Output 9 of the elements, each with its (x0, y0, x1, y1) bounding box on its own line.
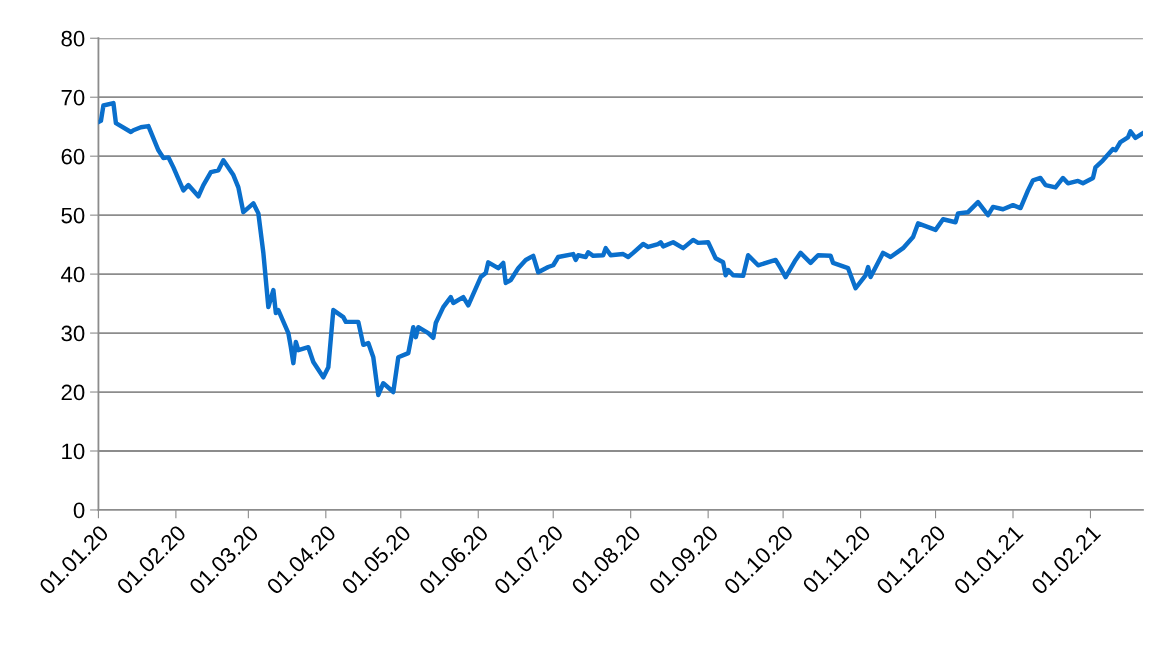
y-tick-label: 40 (61, 266, 85, 283)
y-tick-label: 0 (73, 502, 85, 519)
y-tick-label: 20 (61, 384, 85, 401)
y-tick-label: 80 (61, 30, 85, 47)
y-tick-label: 60 (61, 148, 85, 165)
y-tick-label: 70 (61, 89, 85, 106)
y-tick-label: 50 (61, 207, 85, 224)
y-tick-label: 30 (61, 325, 85, 342)
y-tick-label: 10 (62, 443, 85, 460)
